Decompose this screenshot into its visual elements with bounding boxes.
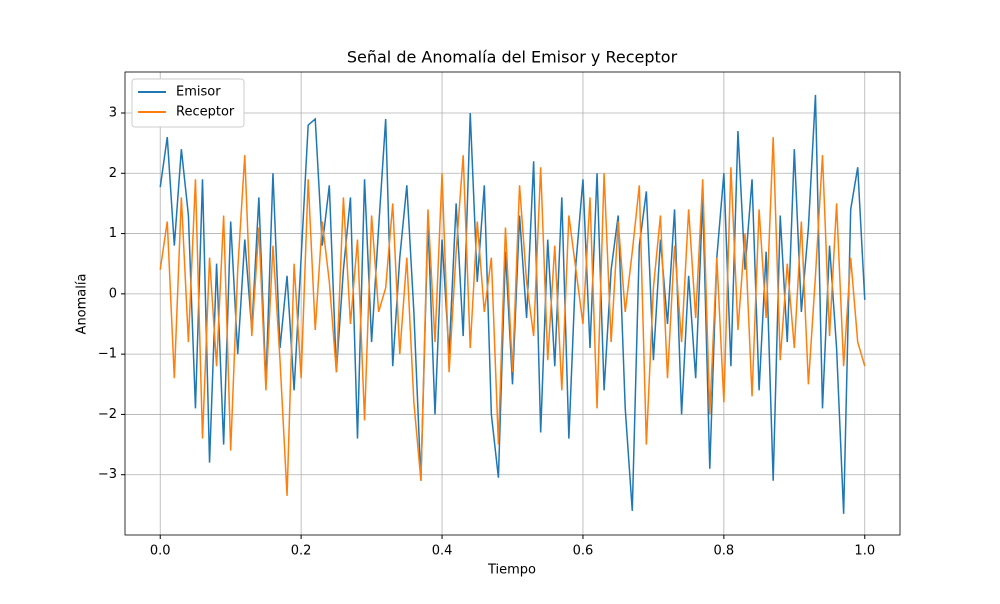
y-tick-label: −3 [98,467,117,482]
y-tick-label: −2 [98,407,117,422]
data-line [159,94,866,514]
x-tick-label: 0.0 [150,544,171,559]
y-tick-label: 0 [109,286,117,301]
x-tick-label: 0.2 [291,544,312,559]
x-axis-label: Tiempo [487,563,536,578]
y-tick-label: 3 [109,105,117,120]
data-line [159,137,866,496]
plot-frame [124,71,901,536]
x-tick-label: 0.4 [432,544,453,559]
y-axis-label: Anomalía [75,274,90,335]
legend-label: Receptor [176,105,235,120]
x-tick-label: 0.8 [714,544,735,559]
y-tick-label: 2 [109,166,117,181]
y-tick-label: 1 [109,226,117,241]
y-tick-label: −1 [98,347,117,362]
legend-label: Emisor [176,85,221,100]
x-tick-label: 1.0 [854,544,875,559]
x-tick-label: 0.6 [573,544,594,559]
chart-title: Señal de Anomalía del Emisor y Receptor [347,48,678,67]
